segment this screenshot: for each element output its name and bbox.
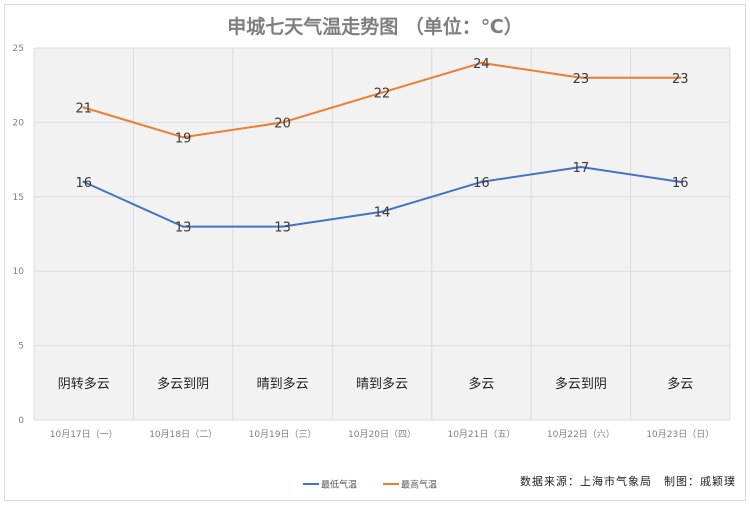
data-label: 20 [274,116,291,131]
y-tick-label: 25 [13,44,24,54]
weather-label: 多云 [468,376,494,392]
x-tick-label: 10月20日（四） [348,429,416,440]
data-labels: 16 13 13 14 16 17 16 21 19 20 22 24 23 23 [75,57,688,236]
data-label: 23 [672,72,689,87]
grid [33,47,731,421]
data-point [679,76,682,79]
data-point [82,180,85,184]
x-tick-label: 10月19日（三） [249,429,317,440]
data-point [480,180,483,184]
legend-label-1: 最低气温 [321,479,357,491]
x-axis: 10月17日（一） 10月18日（二） 10月19日（三） 10月20日（四） 10月2… [50,428,714,440]
chart-title: 申城七天气温走势图 （单位：℃） [227,15,523,38]
y-tick-label: 10 [13,267,25,277]
data-point [380,91,384,94]
weather-label: 晴到多云 [356,376,408,392]
legend-label-2: 最高气温 [401,479,437,491]
data-label: 16 [75,176,92,191]
x-tick-label: 10月18日（二） [149,429,217,440]
x-tick-label: 10月21日（五） [447,429,515,440]
legend: 最低气温 最高气温 [303,479,437,491]
data-label: 16 [473,176,490,191]
data-point [579,76,583,79]
data-point [679,180,682,184]
data-label: 13 [274,221,291,236]
y-tick-label: 5 [18,342,24,352]
plot-area [34,48,730,420]
data-point [281,225,284,228]
data-point [281,121,284,124]
weather-labels: 阴转多云 多云到阴 晴到多云 晴到多云 多云 多云到阴 多云 [58,376,694,392]
data-label: 22 [374,87,391,102]
weather-label: 晴到多云 [257,376,309,392]
weather-label: 多云到阴 [157,376,209,392]
data-label: 17 [573,161,590,176]
x-tick-label: 10月17日（一） [50,429,118,440]
data-label: 16 [672,176,689,191]
data-point [380,210,384,213]
data-point [480,61,483,65]
x-tick-label: 10月23日（日） [646,429,714,440]
data-point [181,136,185,139]
y-axis: 0 5 10 15 20 25 [13,44,25,426]
y-tick-label: 15 [13,193,24,203]
data-label: 19 [175,131,192,146]
y-tick-label: 0 [18,416,24,426]
weather-label: 阴转多云 [58,376,110,392]
data-label: 13 [175,221,192,236]
data-point [579,165,583,169]
y-tick-label: 20 [13,118,25,128]
series [82,61,682,228]
data-point [181,225,185,228]
data-label: 21 [75,102,92,117]
data-point [82,106,85,109]
data-label: 24 [473,57,490,72]
x-tick-label: 10月22日（六） [547,428,615,440]
weather-label: 多云 [667,376,693,392]
source-text: 数据来源：上海市气象局 制图：戚颖璞 [520,474,736,488]
data-label: 23 [573,72,590,87]
weather-label: 多云到阴 [555,376,607,392]
data-label: 14 [374,206,391,221]
